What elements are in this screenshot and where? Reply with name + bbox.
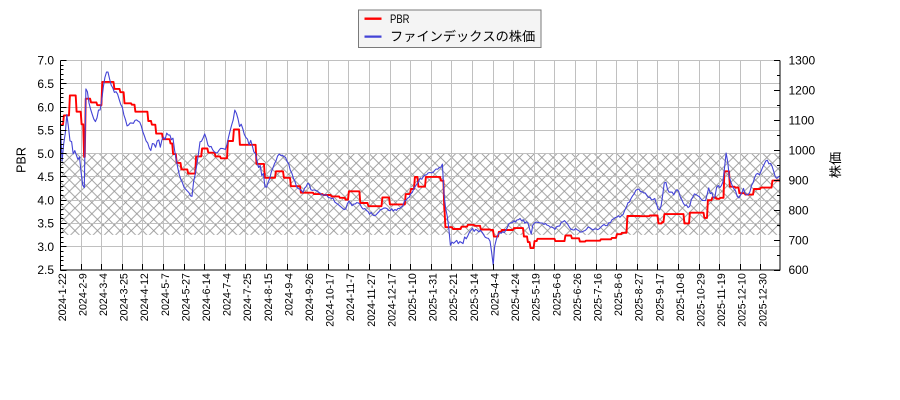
svg-text:6.5: 6.5 xyxy=(37,77,54,91)
svg-text:5.5: 5.5 xyxy=(37,124,54,138)
svg-text:2025-8-6: 2025-8-6 xyxy=(613,273,625,316)
svg-text:2025-9-17: 2025-9-17 xyxy=(654,273,666,321)
svg-text:2025-8-27: 2025-8-27 xyxy=(634,273,646,321)
svg-text:2024-5-7: 2024-5-7 xyxy=(160,273,172,316)
svg-text:2024-9-26: 2024-9-26 xyxy=(304,273,316,321)
svg-text:2025-12-10: 2025-12-10 xyxy=(737,273,749,327)
svg-text:2.5: 2.5 xyxy=(37,263,54,277)
svg-text:2024-8-15: 2024-8-15 xyxy=(263,273,275,321)
svg-text:2025-10-8: 2025-10-8 xyxy=(675,273,687,321)
svg-text:2025-5-19: 2025-5-19 xyxy=(531,273,543,321)
svg-text:2024-3-4: 2024-3-4 xyxy=(98,273,110,316)
svg-text:1100: 1100 xyxy=(789,114,815,128)
svg-text:2024-9-4: 2024-9-4 xyxy=(283,273,295,316)
svg-text:2024-11-7: 2024-11-7 xyxy=(345,273,357,321)
svg-text:2024-6-14: 2024-6-14 xyxy=(201,273,213,321)
svg-text:2025-11-19: 2025-11-19 xyxy=(716,273,728,327)
svg-text:4.0: 4.0 xyxy=(37,193,54,207)
svg-text:2024-5-27: 2024-5-27 xyxy=(180,273,192,321)
svg-text:1300: 1300 xyxy=(789,54,816,68)
svg-text:900: 900 xyxy=(789,173,809,187)
svg-text:700: 700 xyxy=(789,233,809,247)
svg-text:6.0: 6.0 xyxy=(37,100,54,114)
svg-text:600: 600 xyxy=(789,263,809,277)
svg-text:2024-7-25: 2024-7-25 xyxy=(242,273,254,321)
svg-text:3.5: 3.5 xyxy=(37,217,54,231)
svg-text:2024-1-22: 2024-1-22 xyxy=(57,273,69,321)
svg-text:PBR: PBR xyxy=(390,12,410,26)
svg-text:3.0: 3.0 xyxy=(37,240,54,254)
svg-text:2024-4-12: 2024-4-12 xyxy=(139,273,151,321)
svg-text:2025-7-16: 2025-7-16 xyxy=(593,273,605,321)
svg-text:2025-4-24: 2025-4-24 xyxy=(510,273,522,321)
svg-text:2025-10-29: 2025-10-29 xyxy=(696,273,708,327)
svg-text:2024-2-9: 2024-2-9 xyxy=(77,273,89,316)
svg-text:2024-7-4: 2024-7-4 xyxy=(222,273,234,316)
svg-text:2025-1-31: 2025-1-31 xyxy=(428,273,440,321)
svg-text:2025-12-30: 2025-12-30 xyxy=(757,273,769,327)
svg-text:1000: 1000 xyxy=(789,144,816,158)
svg-text:5.0: 5.0 xyxy=(37,147,54,161)
svg-text:2025-3-14: 2025-3-14 xyxy=(469,273,481,321)
svg-text:2025-6-6: 2025-6-6 xyxy=(551,273,563,316)
svg-text:2025-4-4: 2025-4-4 xyxy=(490,273,502,316)
svg-text:2024-3-25: 2024-3-25 xyxy=(119,273,131,321)
svg-text:2025-1-10: 2025-1-10 xyxy=(407,273,419,321)
svg-text:7.0: 7.0 xyxy=(37,54,54,68)
svg-text:2024-10-17: 2024-10-17 xyxy=(325,273,337,327)
svg-text:4.5: 4.5 xyxy=(37,170,54,184)
svg-text:2024-11-27: 2024-11-27 xyxy=(366,273,378,327)
svg-text:2025-6-26: 2025-6-26 xyxy=(572,273,584,321)
svg-text:2025-2-21: 2025-2-21 xyxy=(448,273,460,321)
svg-text:PBR: PBR xyxy=(15,147,29,173)
svg-text:800: 800 xyxy=(789,203,809,217)
svg-text:2024-12-17: 2024-12-17 xyxy=(386,273,398,327)
svg-text:1200: 1200 xyxy=(789,84,816,98)
